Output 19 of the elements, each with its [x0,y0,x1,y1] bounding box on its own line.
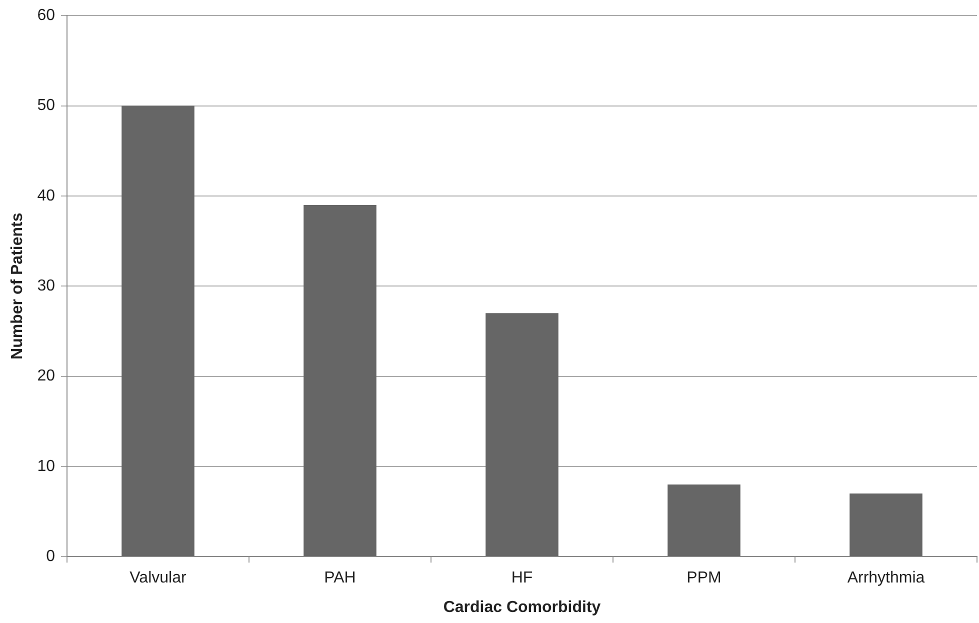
y-tick-label: 40 [37,187,56,204]
x-axis-title: Cardiac Comorbidity [443,598,601,616]
bar [486,313,558,556]
y-tick-label: 20 [37,368,56,385]
x-tick-label: PPM [686,570,722,587]
bar [668,484,740,556]
y-tick-label: 30 [37,278,56,295]
x-tick-label: Arrhythmia [847,570,925,587]
y-tick-label: 0 [46,548,56,566]
y-tick-label: 60 [37,7,56,24]
x-tick-label: PAH [324,570,356,587]
bar [304,204,376,556]
y-tick-label: 50 [37,97,56,114]
x-tick-label: Valvular [130,570,187,587]
x-tick-label: HF [511,570,533,587]
bar [122,106,194,556]
bar [850,493,922,556]
y-axis-title: Number of Patients [9,212,26,360]
y-tick-label: 10 [37,458,56,475]
